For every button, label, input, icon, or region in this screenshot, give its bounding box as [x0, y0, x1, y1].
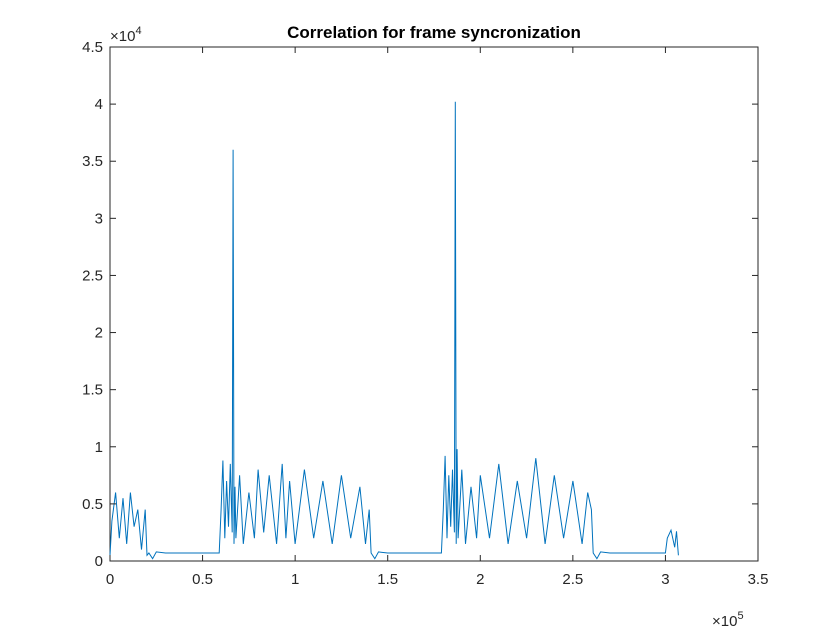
x-tick-label: 3 [661, 571, 669, 588]
y-exponent-base: ×10 [110, 28, 135, 45]
y-tick-label: 2 [95, 325, 103, 342]
y-tick-label: 3.5 [82, 153, 103, 170]
x-tick-label: 1 [291, 571, 299, 588]
y-exponent-power: 4 [135, 25, 141, 37]
y-tick-label: 4 [95, 96, 103, 113]
series-line [109, 101, 679, 560]
y-tick-label: 1 [95, 439, 103, 456]
x-axis-ticks: 0 0.5 1 1.5 2 2.5 3 3.5 [106, 47, 769, 588]
y-tick-label: 1.5 [82, 382, 103, 399]
x-tick-label: 3.5 [748, 571, 769, 588]
x-tick-label: 0 [106, 571, 114, 588]
y-tick-label: 3 [95, 210, 103, 227]
y-tick-label: 0 [95, 553, 103, 570]
y-tick-label: 0.5 [82, 496, 103, 513]
y-axis-exponent: ×104 [110, 25, 142, 45]
x-tick-label: 2 [476, 571, 484, 588]
axes-box [109, 46, 759, 562]
y-axis-ticks: 0 0.5 1 1.5 2 2.5 3 3.5 4 4.5 [82, 39, 758, 570]
x-axis-exponent: ×105 [712, 610, 744, 630]
x-tick-label: 0.5 [192, 571, 213, 588]
x-tick-label: 2.5 [562, 571, 583, 588]
x-exponent-power: 5 [737, 610, 743, 622]
chart-title: Correlation for frame syncronization [287, 23, 581, 42]
y-tick-label: 2.5 [82, 267, 103, 284]
x-tick-label: 1.5 [377, 571, 398, 588]
y-tick-label: 4.5 [82, 39, 103, 56]
x-exponent-base: ×10 [712, 613, 737, 630]
plot-area [109, 46, 759, 562]
